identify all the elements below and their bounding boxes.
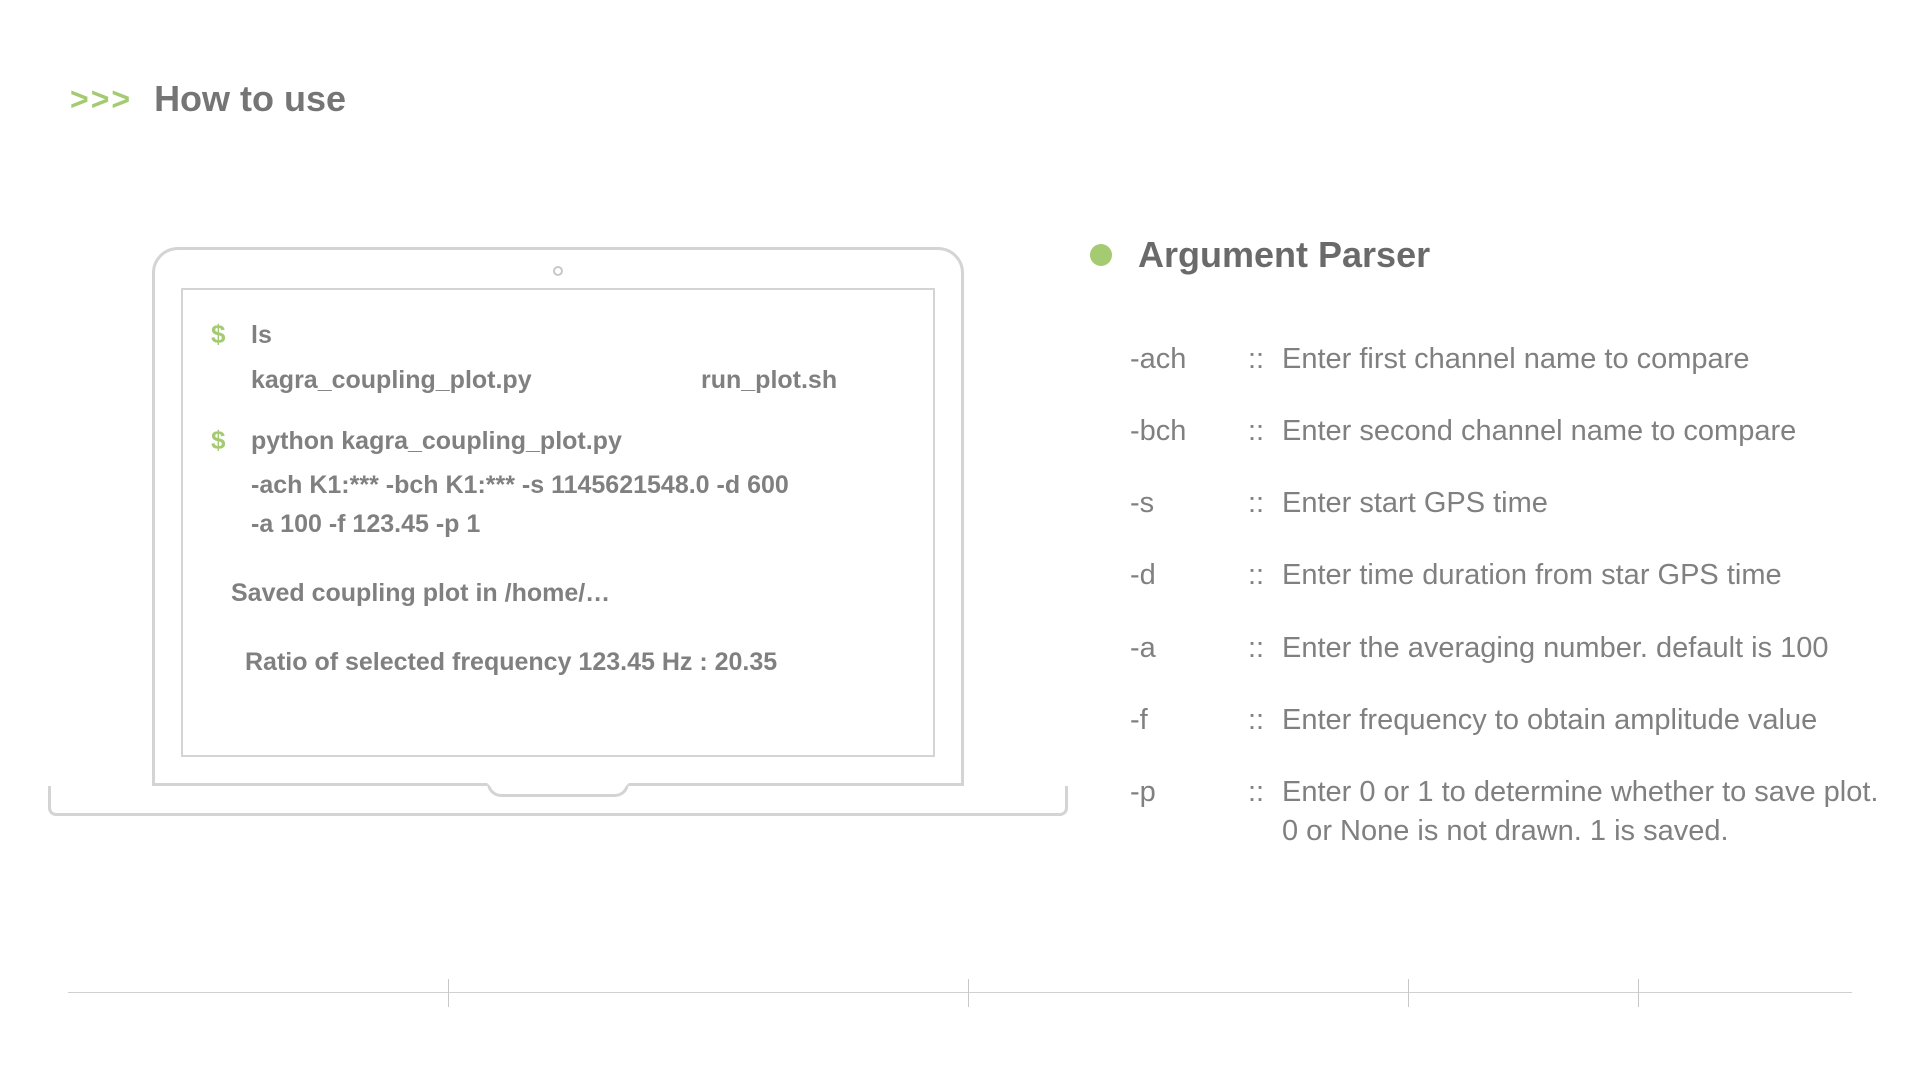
prompt-symbol: $ bbox=[211, 319, 251, 350]
page-title: How to use bbox=[154, 78, 346, 120]
argument-description: Enter first channel name to compare bbox=[1282, 340, 1900, 379]
argument-separator: :: bbox=[1248, 484, 1282, 523]
argument-description: Enter 0 or 1 to determine whether to sav… bbox=[1282, 773, 1900, 851]
argument-separator: :: bbox=[1248, 412, 1282, 451]
section-heading: Argument Parser bbox=[1090, 234, 1900, 276]
argument-row: -p::Enter 0 or 1 to determine whether to… bbox=[1130, 773, 1900, 851]
argument-separator: :: bbox=[1248, 629, 1282, 668]
page-header: >>> How to use bbox=[70, 78, 346, 120]
output-ratio: Ratio of selected frequency 123.45 Hz : … bbox=[245, 648, 777, 676]
argument-flag: -f bbox=[1130, 701, 1248, 740]
bullet-icon bbox=[1090, 244, 1112, 266]
command-python: python kagra_coupling_plot.py bbox=[251, 422, 622, 461]
laptop-illustration: $ ls kagra_coupling_plot.py run_plot.sh … bbox=[48, 247, 1068, 844]
footer-tick bbox=[1408, 979, 1409, 1007]
argument-description: Enter frequency to obtain amplitude valu… bbox=[1282, 701, 1900, 740]
argument-description: Enter time duration from star GPS time bbox=[1282, 556, 1900, 595]
argument-flag: -a bbox=[1130, 629, 1248, 668]
argument-parser-panel: Argument Parser -ach::Enter first channe… bbox=[1090, 234, 1900, 884]
argument-flag: -ach bbox=[1130, 340, 1248, 379]
laptop-base bbox=[48, 786, 1068, 844]
argument-row: -s::Enter start GPS time bbox=[1130, 484, 1900, 523]
terminal-window: $ ls kagra_coupling_plot.py run_plot.sh … bbox=[181, 288, 935, 757]
command-args-line: -a 100 -f 123.45 -p 1 bbox=[251, 510, 480, 538]
argument-flag: -p bbox=[1130, 773, 1248, 851]
output-saved: Saved coupling plot in /home/… bbox=[231, 579, 610, 607]
argument-separator: :: bbox=[1248, 340, 1282, 379]
argument-row: -ach::Enter first channel name to compar… bbox=[1130, 340, 1900, 379]
footer-tick bbox=[968, 979, 969, 1007]
argument-flag: -s bbox=[1130, 484, 1248, 523]
command-args-line: -ach K1:*** -bch K1:*** -s 1145621548.0 … bbox=[251, 471, 789, 499]
laptop-trackpad-notch bbox=[487, 783, 629, 797]
argument-description: Enter second channel name to compare bbox=[1282, 412, 1900, 451]
terminal-output-line: Ratio of selected frequency 123.45 Hz : … bbox=[211, 643, 905, 682]
argument-separator: :: bbox=[1248, 773, 1282, 851]
argument-flag: -bch bbox=[1130, 412, 1248, 451]
footer-tick bbox=[1638, 979, 1639, 1007]
footer-tick bbox=[448, 979, 449, 1007]
ls-output-file: run_plot.sh bbox=[701, 361, 837, 400]
camera-icon bbox=[553, 266, 563, 276]
laptop-screen-frame: $ ls kagra_coupling_plot.py run_plot.sh … bbox=[152, 247, 964, 786]
footer-ruler bbox=[68, 992, 1852, 1022]
argument-description: Enter start GPS time bbox=[1282, 484, 1900, 523]
prompt-symbol: $ bbox=[211, 425, 251, 456]
argument-description: Enter the averaging number. default is 1… bbox=[1282, 629, 1900, 668]
argument-flag: -d bbox=[1130, 556, 1248, 595]
command-ls: ls bbox=[251, 316, 272, 355]
argument-row: -d::Enter time duration from star GPS ti… bbox=[1130, 556, 1900, 595]
argument-row: -bch::Enter second channel name to compa… bbox=[1130, 412, 1900, 451]
terminal-block-ls: $ ls kagra_coupling_plot.py run_plot.sh bbox=[211, 316, 905, 400]
terminal-block-python: $ python kagra_coupling_plot.py -ach K1:… bbox=[211, 422, 905, 544]
argument-list: -ach::Enter first channel name to compar… bbox=[1090, 340, 1900, 851]
argument-separator: :: bbox=[1248, 556, 1282, 595]
section-title: Argument Parser bbox=[1138, 234, 1430, 276]
argument-row: -f::Enter frequency to obtain amplitude … bbox=[1130, 701, 1900, 740]
argument-row: -a::Enter the averaging number. default … bbox=[1130, 629, 1900, 668]
argument-separator: :: bbox=[1248, 701, 1282, 740]
terminal-output-line: Saved coupling plot in /home/… bbox=[211, 574, 905, 613]
ls-output-file: kagra_coupling_plot.py bbox=[251, 361, 701, 400]
header-prefix-glyph: >>> bbox=[70, 81, 132, 118]
